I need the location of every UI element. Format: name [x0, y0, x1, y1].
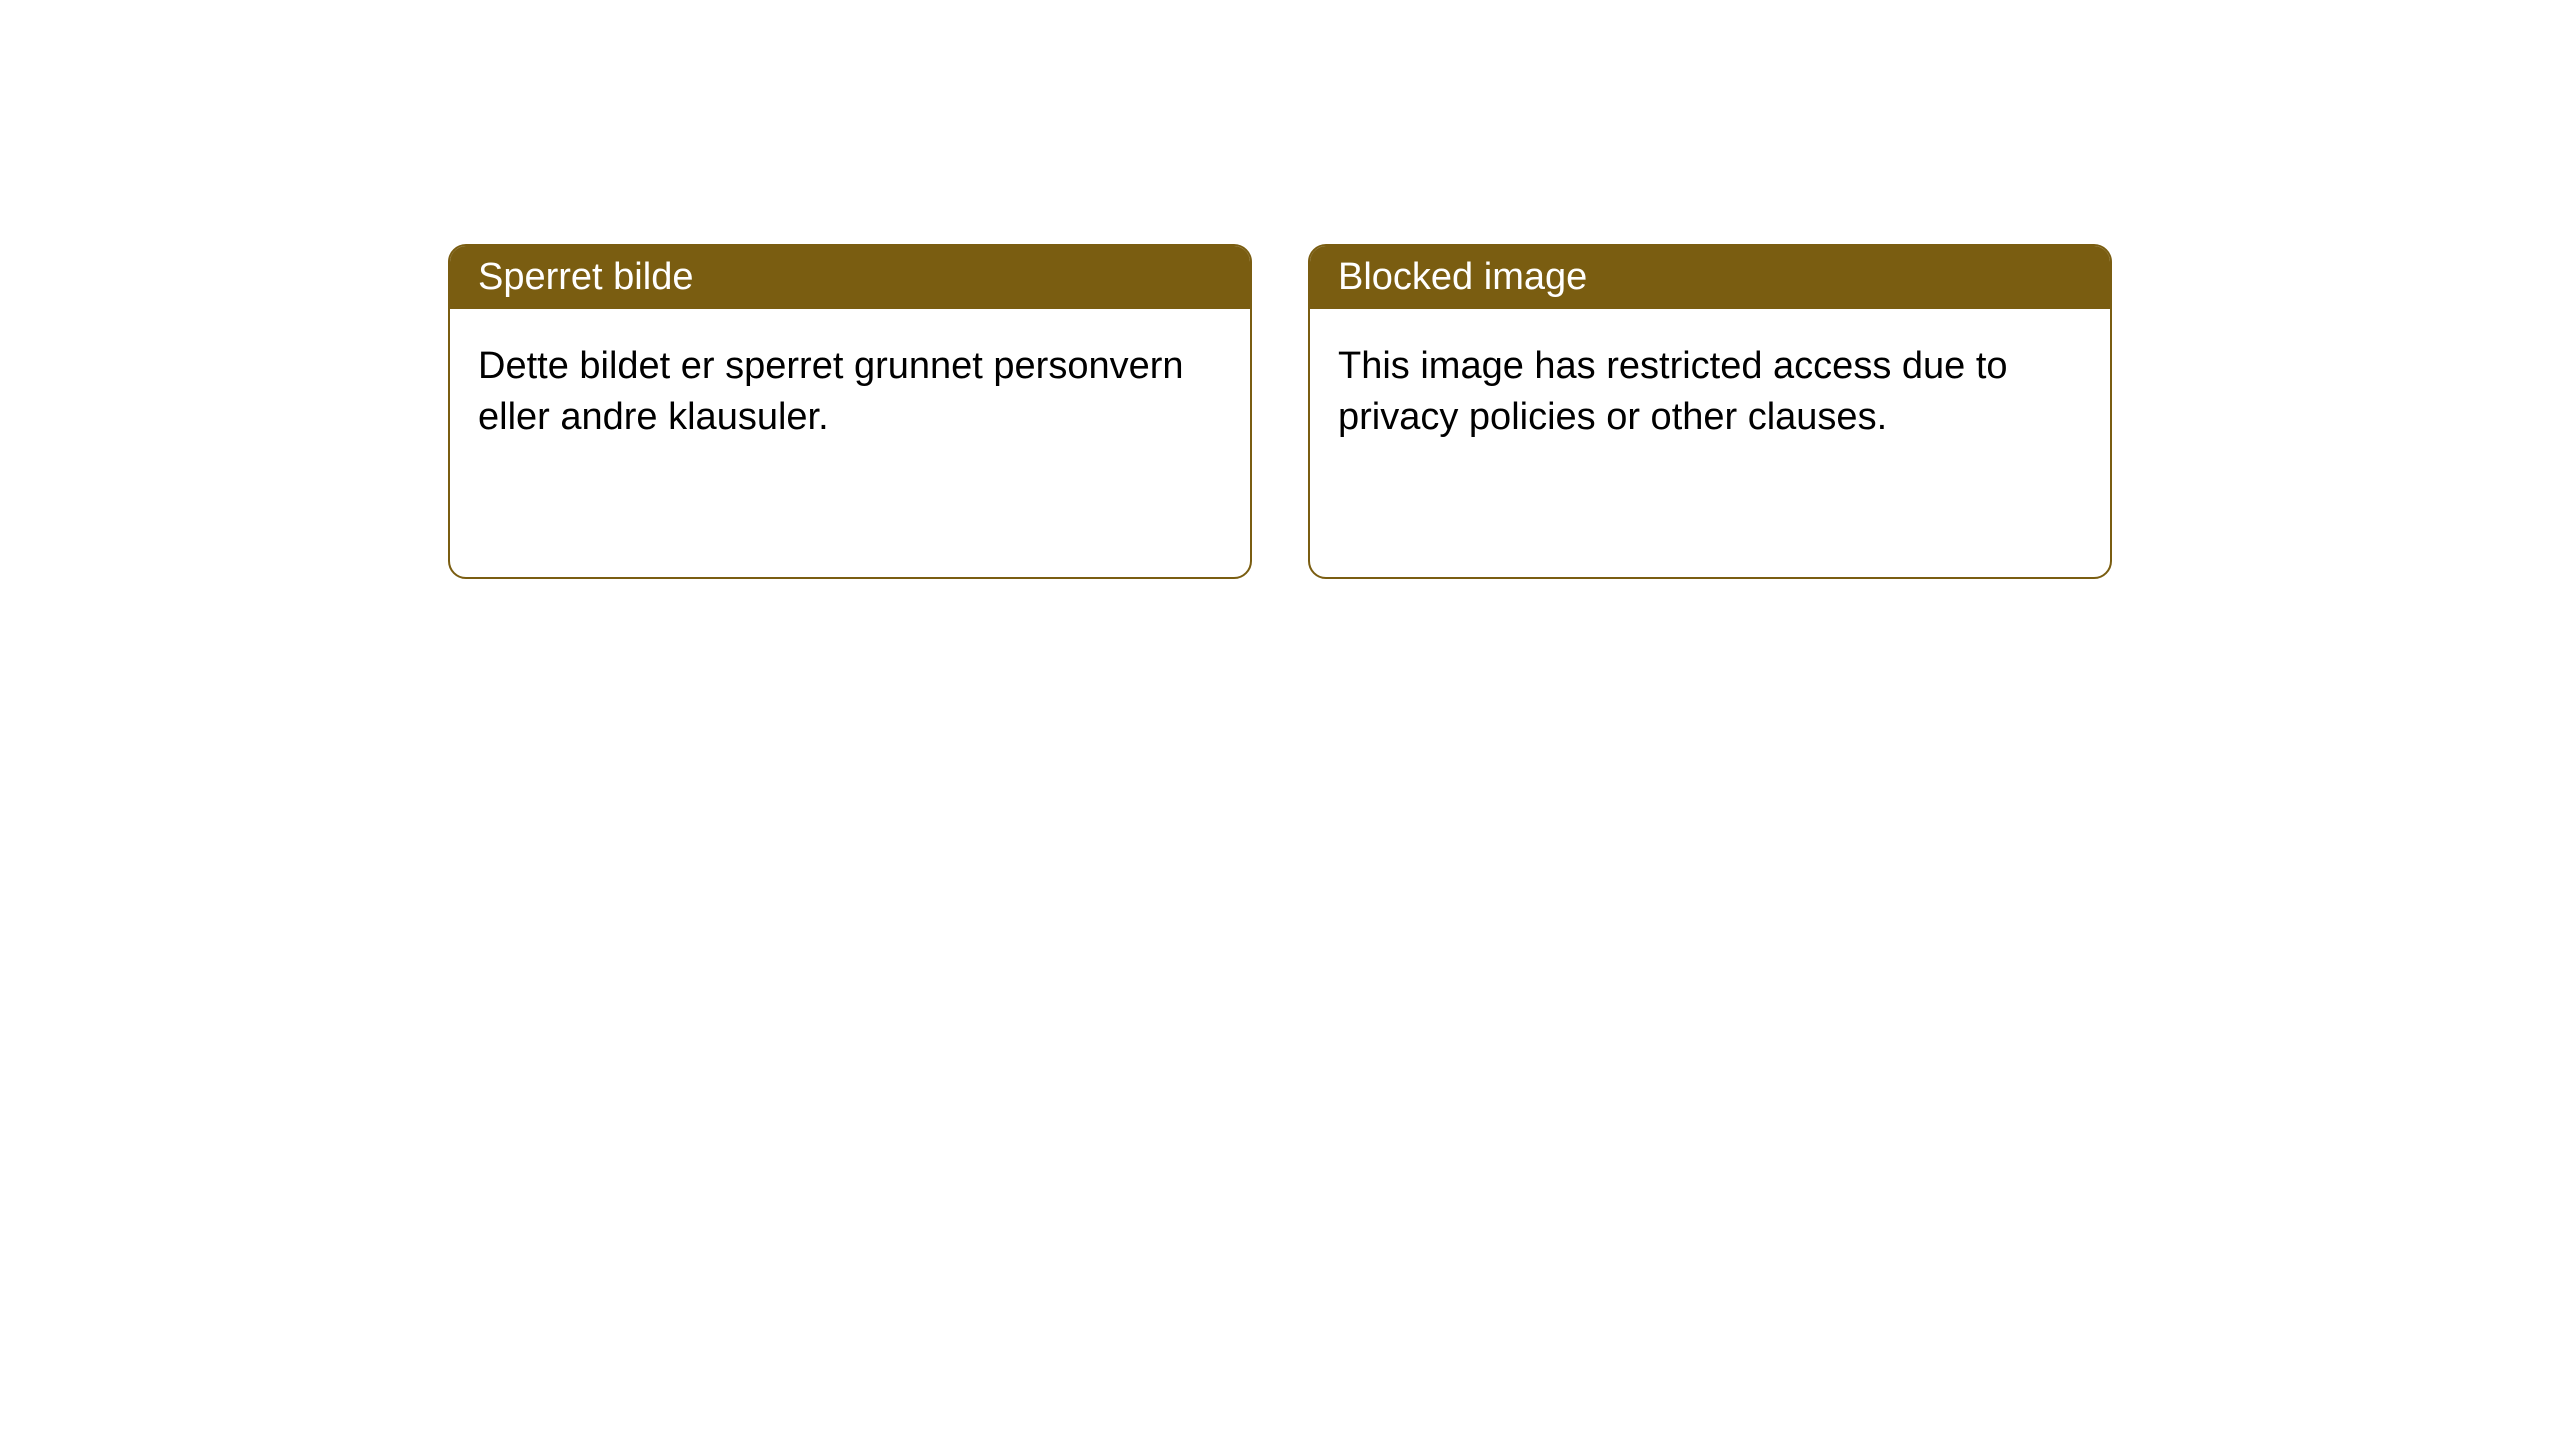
notice-card-english: Blocked image This image has restricted … [1308, 244, 2112, 579]
card-header: Sperret bilde [450, 246, 1250, 309]
card-body: Dette bildet er sperret grunnet personve… [450, 309, 1250, 577]
card-header: Blocked image [1310, 246, 2110, 309]
notice-card-norwegian: Sperret bilde Dette bildet er sperret gr… [448, 244, 1252, 579]
card-body: This image has restricted access due to … [1310, 309, 2110, 577]
card-body-text: This image has restricted access due to … [1338, 345, 2008, 438]
card-title: Sperret bilde [478, 256, 693, 298]
notice-container: Sperret bilde Dette bildet er sperret gr… [0, 0, 2560, 579]
card-title: Blocked image [1338, 256, 1587, 298]
card-body-text: Dette bildet er sperret grunnet personve… [478, 345, 1184, 438]
